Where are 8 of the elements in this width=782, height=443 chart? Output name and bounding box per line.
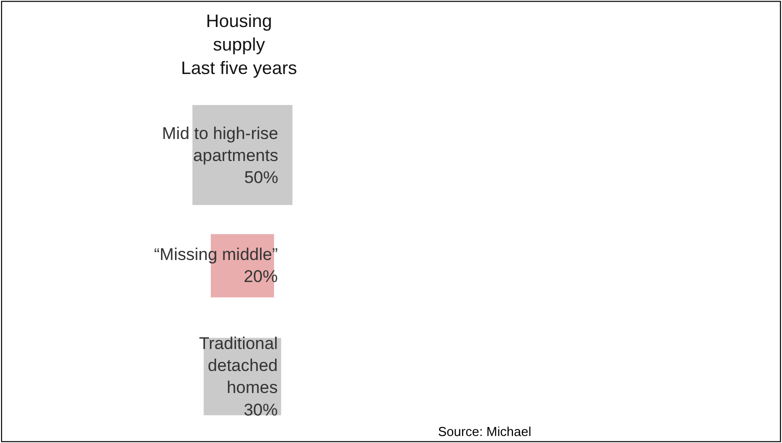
category-label: “Missing middle” <box>154 245 278 264</box>
data-label: 50% <box>244 168 278 188</box>
data-label: 30% <box>244 400 278 420</box>
text: Housing supply Last five years <box>181 11 298 78</box>
source-note: Source: Michael <box>438 424 532 439</box>
data-label: 20% <box>244 267 278 286</box>
category-label: Mid to high-rise apartments <box>162 124 278 166</box>
category-label: Traditional detached homes <box>199 334 278 398</box>
